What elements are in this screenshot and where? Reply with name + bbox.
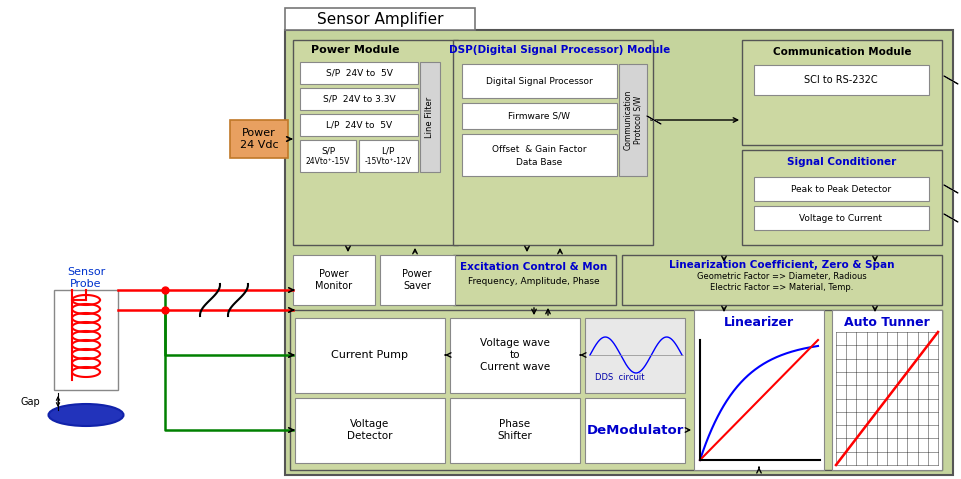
Text: Auto Tunner: Auto Tunner xyxy=(843,317,929,330)
Bar xyxy=(741,150,941,245)
Bar xyxy=(453,40,653,245)
Text: Geometric Factor => Diameter, Radious: Geometric Factor => Diameter, Radious xyxy=(697,273,866,282)
Bar xyxy=(753,65,928,95)
Bar xyxy=(420,62,439,172)
Text: Communication
Protocol S/W: Communication Protocol S/W xyxy=(623,90,642,150)
Text: Sensor
Probe: Sensor Probe xyxy=(67,267,105,289)
Polygon shape xyxy=(647,116,660,124)
Text: Line Filter: Line Filter xyxy=(425,96,434,137)
Text: Firmware S/W: Firmware S/W xyxy=(507,112,570,121)
Bar xyxy=(622,255,941,305)
Bar xyxy=(295,398,445,463)
Text: Power
24 Vdc: Power 24 Vdc xyxy=(239,128,278,150)
Text: S/P: S/P xyxy=(321,147,334,156)
Text: S/P  24V to  5V: S/P 24V to 5V xyxy=(325,68,392,78)
Text: S/P  24V to 3.3V: S/P 24V to 3.3V xyxy=(322,94,395,103)
Bar xyxy=(289,310,941,470)
Bar xyxy=(300,114,418,136)
Bar xyxy=(693,310,824,470)
Bar xyxy=(584,398,684,463)
Ellipse shape xyxy=(48,404,123,426)
Bar xyxy=(461,103,616,129)
Text: Phase
Shifter: Phase Shifter xyxy=(497,419,531,441)
Bar xyxy=(358,140,418,172)
Polygon shape xyxy=(943,214,957,222)
Text: Voltage to Current: Voltage to Current xyxy=(799,214,881,223)
Text: Voltage
Detector: Voltage Detector xyxy=(347,419,392,441)
Text: Power
Saver: Power Saver xyxy=(402,269,431,291)
Bar xyxy=(461,64,616,98)
Text: Signal Conditioner: Signal Conditioner xyxy=(786,157,896,167)
Text: 24Vto⁺-15V: 24Vto⁺-15V xyxy=(306,157,350,166)
Bar xyxy=(295,318,445,393)
Text: Electric Factor => Material, Temp.: Electric Factor => Material, Temp. xyxy=(709,284,852,293)
Bar xyxy=(300,62,418,84)
Bar xyxy=(453,255,615,305)
Text: Power
Monitor: Power Monitor xyxy=(315,269,352,291)
Bar xyxy=(54,290,118,390)
Bar xyxy=(284,30,952,475)
Bar xyxy=(284,8,475,30)
Bar xyxy=(831,310,941,470)
Text: SCI to RS-232C: SCI to RS-232C xyxy=(803,75,876,85)
Polygon shape xyxy=(943,185,957,193)
Bar xyxy=(753,177,928,201)
Bar xyxy=(741,40,941,145)
Text: Digital Signal Processor: Digital Signal Processor xyxy=(485,77,592,85)
Text: L/P: L/P xyxy=(381,147,394,156)
Text: Power Module: Power Module xyxy=(310,45,399,55)
Bar xyxy=(450,318,579,393)
Text: Gap: Gap xyxy=(20,397,40,407)
Text: Peak to Peak Detector: Peak to Peak Detector xyxy=(790,184,890,194)
Bar xyxy=(618,64,647,176)
Bar xyxy=(753,206,928,230)
Bar xyxy=(293,40,457,245)
Text: DSP(Digital Signal Processor) Module: DSP(Digital Signal Processor) Module xyxy=(449,45,670,55)
Bar xyxy=(380,255,455,305)
Text: Linearization Coefficient, Zero & Span: Linearization Coefficient, Zero & Span xyxy=(669,260,894,270)
Text: Communication Module: Communication Module xyxy=(772,47,910,57)
Bar xyxy=(584,318,684,393)
Text: Linearizer: Linearizer xyxy=(724,317,793,330)
Bar xyxy=(293,255,375,305)
Text: Frequency, Amplitude, Phase: Frequency, Amplitude, Phase xyxy=(468,276,600,285)
Text: Data Base: Data Base xyxy=(515,158,561,167)
Text: Voltage wave
to
Current wave: Voltage wave to Current wave xyxy=(480,338,550,372)
Text: DeModulator: DeModulator xyxy=(585,423,683,436)
Bar xyxy=(300,88,418,110)
Bar xyxy=(450,398,579,463)
Text: DDS  circuit: DDS circuit xyxy=(595,374,644,383)
Text: L/P  24V to  5V: L/P 24V to 5V xyxy=(326,121,392,129)
Text: Current Pump: Current Pump xyxy=(332,350,408,360)
Bar xyxy=(461,134,616,176)
Text: Excitation Control & Mon: Excitation Control & Mon xyxy=(460,262,607,272)
Bar xyxy=(230,120,287,158)
Text: Sensor Amplifier: Sensor Amplifier xyxy=(316,11,443,26)
Text: -15Vto⁺-12V: -15Vto⁺-12V xyxy=(364,157,411,166)
Text: Offset  & Gain Factor: Offset & Gain Factor xyxy=(491,145,585,153)
Bar xyxy=(300,140,356,172)
Polygon shape xyxy=(943,76,957,84)
